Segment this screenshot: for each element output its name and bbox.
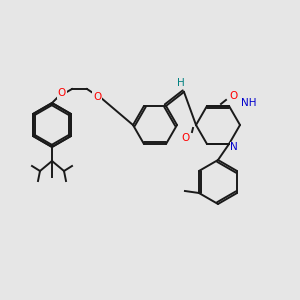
Text: O: O — [93, 92, 101, 102]
Text: N: N — [230, 142, 238, 152]
Text: O: O — [181, 133, 189, 143]
Text: H: H — [177, 78, 185, 88]
Text: O: O — [229, 91, 237, 101]
Text: O: O — [58, 88, 66, 98]
Text: NH: NH — [241, 98, 256, 108]
